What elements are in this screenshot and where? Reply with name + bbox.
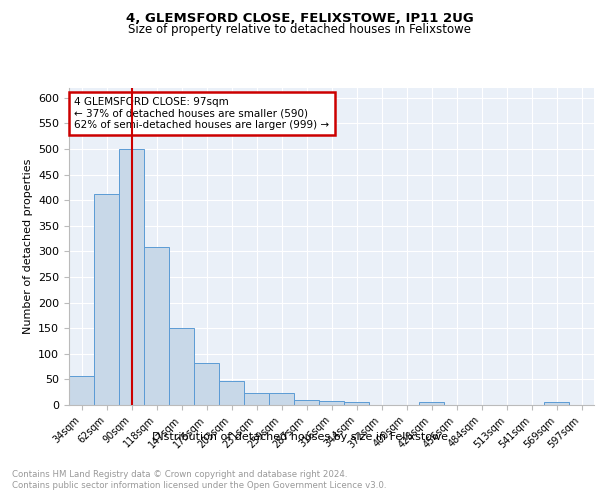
Bar bbox=[119, 149, 144, 405]
Text: 4 GLEMSFORD CLOSE: 97sqm
← 37% of detached houses are smaller (590)
62% of semi-: 4 GLEMSFORD CLOSE: 97sqm ← 37% of detach… bbox=[74, 97, 329, 130]
Bar bbox=[144, 248, 169, 405]
Bar bbox=[194, 363, 219, 405]
Text: Size of property relative to detached houses in Felixstowe: Size of property relative to detached ho… bbox=[128, 22, 472, 36]
Bar bbox=[269, 392, 294, 405]
Y-axis label: Number of detached properties: Number of detached properties bbox=[23, 158, 32, 334]
Bar bbox=[169, 328, 194, 405]
Bar bbox=[294, 400, 319, 405]
Bar bbox=[544, 402, 569, 405]
Bar bbox=[69, 376, 94, 405]
Text: 4, GLEMSFORD CLOSE, FELIXSTOWE, IP11 2UG: 4, GLEMSFORD CLOSE, FELIXSTOWE, IP11 2UG bbox=[126, 12, 474, 26]
Bar bbox=[94, 194, 119, 405]
Bar bbox=[419, 402, 444, 405]
Bar bbox=[244, 392, 269, 405]
Text: Contains HM Land Registry data © Crown copyright and database right 2024.: Contains HM Land Registry data © Crown c… bbox=[12, 470, 347, 479]
Text: Contains public sector information licensed under the Open Government Licence v3: Contains public sector information licen… bbox=[12, 481, 386, 490]
Bar bbox=[344, 402, 369, 405]
Bar bbox=[319, 401, 344, 405]
Text: Distribution of detached houses by size in Felixstowe: Distribution of detached houses by size … bbox=[152, 432, 448, 442]
Bar bbox=[219, 382, 244, 405]
